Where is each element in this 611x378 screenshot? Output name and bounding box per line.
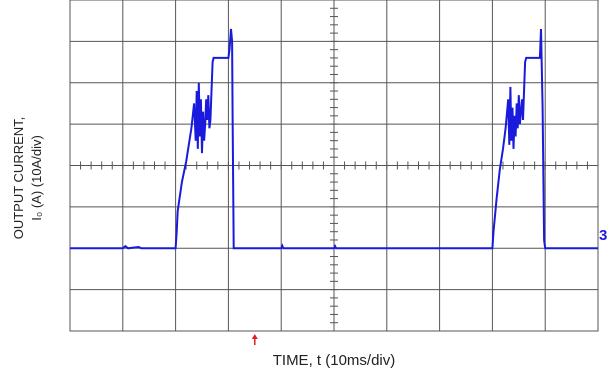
y-axis-label: OUTPUT CURRENT, I₀ (A) (10A/div)	[10, 38, 46, 318]
channel-marker: 3	[599, 227, 607, 244]
y-axis-label-line2: I₀ (A) (10A/div)	[29, 135, 44, 221]
x-axis-label: TIME, t (10ms/div)	[272, 352, 396, 369]
center-axis-ticks	[69, 0, 599, 332]
trigger-arrow-head	[251, 334, 258, 339]
trigger-marker	[251, 334, 258, 345]
y-axis-label-line1: OUTPUT CURRENT,	[11, 116, 26, 240]
current-trace	[70, 28, 598, 250]
